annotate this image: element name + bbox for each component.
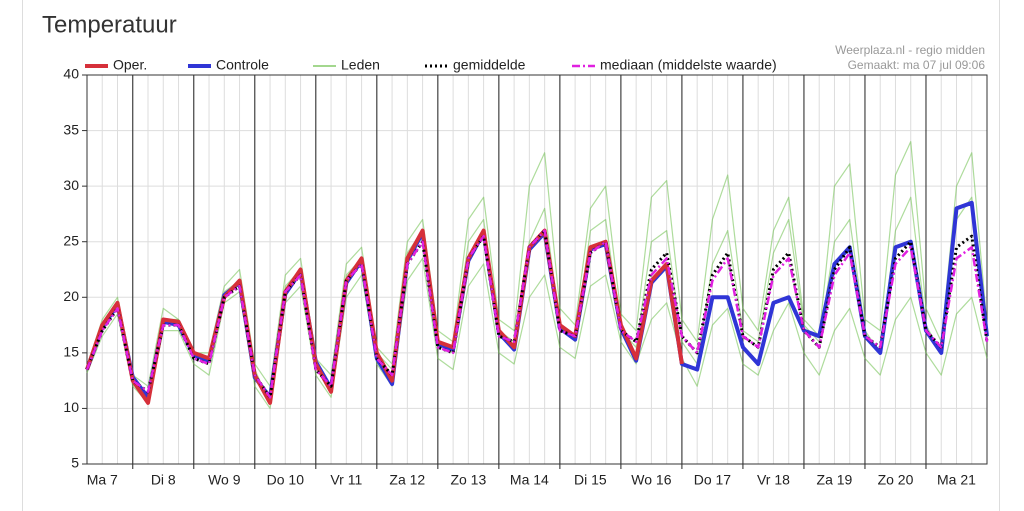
series-line xyxy=(85,229,989,399)
x-tick-label: Za 12 xyxy=(389,472,425,488)
x-tick-label: Ma 14 xyxy=(510,472,549,488)
x-tick-label: Vr 11 xyxy=(330,472,362,488)
y-tick-label: 30 xyxy=(63,177,79,193)
x-tick-label: Zo 20 xyxy=(878,472,914,488)
x-tick-label: Ma 7 xyxy=(87,472,118,488)
x-tick-label: Za 19 xyxy=(817,472,853,488)
x-tick-label: Do 10 xyxy=(267,472,305,488)
series-line xyxy=(86,257,988,410)
y-tick-label: 35 xyxy=(63,121,79,137)
y-tick-label: 5 xyxy=(71,455,79,471)
y-tick-label: 25 xyxy=(63,232,79,248)
legend-label: Oper. xyxy=(113,57,147,73)
chart-title: Temperatuur xyxy=(42,11,177,38)
x-tick-label: Wo 16 xyxy=(631,472,671,488)
x-tick-label: Wo 9 xyxy=(208,472,241,488)
plot-frame xyxy=(86,74,988,465)
x-tick-label: Vr 18 xyxy=(757,472,790,488)
legend-label: mediaan (middelste waarde) xyxy=(600,57,777,73)
x-tick-label: Di 15 xyxy=(574,472,607,488)
series-line xyxy=(85,228,684,405)
x-tick-label: Zo 13 xyxy=(450,472,486,488)
y-tick-label: 15 xyxy=(63,344,79,360)
y-tick-label: 20 xyxy=(63,288,79,304)
x-tick-label: Do 17 xyxy=(694,472,732,488)
y-tick-label: 40 xyxy=(63,66,79,82)
card xyxy=(22,0,1000,511)
created: Gemaakt: ma 07 jul 09:06 xyxy=(848,58,986,72)
y-tick-label: 10 xyxy=(63,399,79,415)
source: Weerplaza.nl - regio midden xyxy=(835,43,985,57)
legend-label: Leden xyxy=(341,57,380,73)
series-line xyxy=(86,141,988,387)
x-tick-label: Di 8 xyxy=(151,472,176,488)
x-tick-label: Ma 21 xyxy=(937,472,976,488)
legend-label: gemiddelde xyxy=(453,57,526,73)
legend-label: Controle xyxy=(216,57,269,73)
